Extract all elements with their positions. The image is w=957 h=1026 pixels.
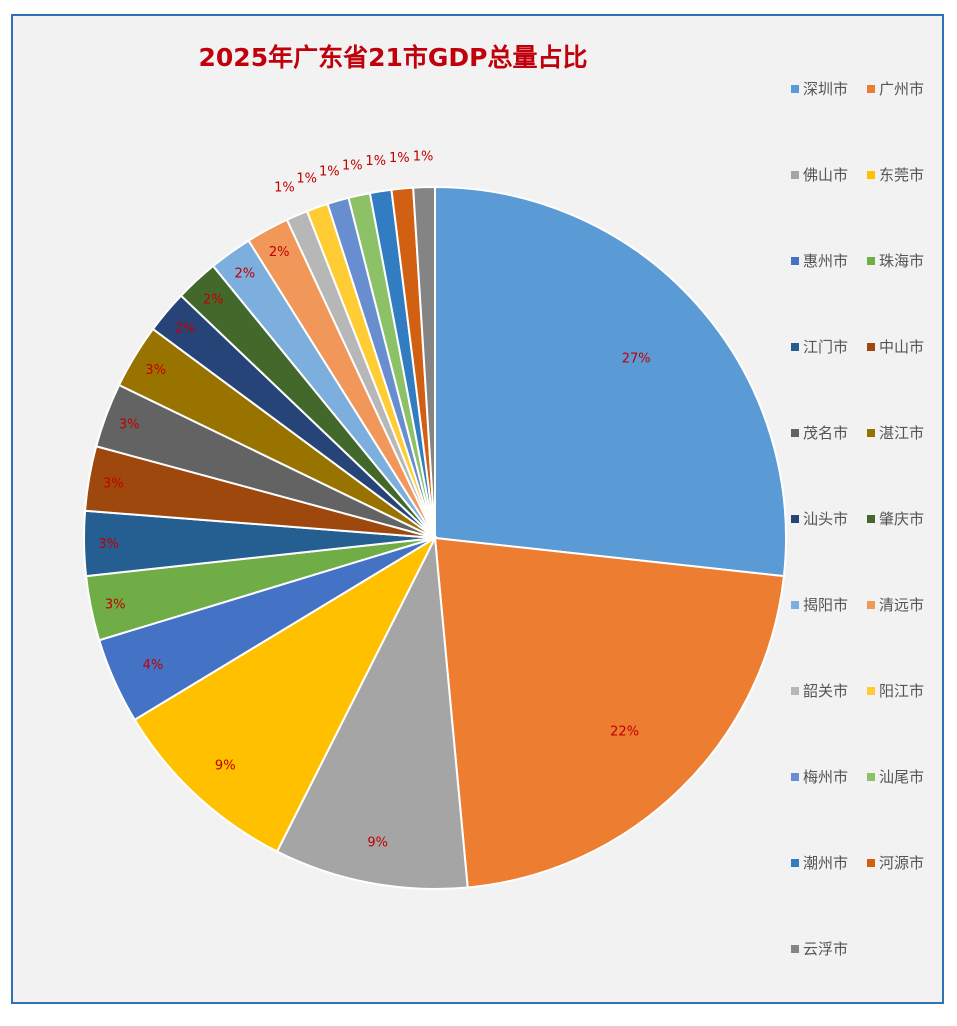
legend-swatch xyxy=(867,171,875,179)
legend-item: 茂名市 xyxy=(791,424,867,510)
legend-label: 云浮市 xyxy=(803,940,849,958)
legend-label: 揭阳市 xyxy=(803,596,849,614)
legend-item: 肇庆市 xyxy=(867,510,943,596)
data-label: 22% xyxy=(610,725,639,740)
data-label: 1% xyxy=(296,172,317,187)
legend-item: 佛山市 xyxy=(791,166,867,252)
legend-label: 惠州市 xyxy=(803,252,849,270)
legend-swatch xyxy=(791,773,799,781)
legend-item: 河源市 xyxy=(867,854,943,940)
legend-item: 韶关市 xyxy=(791,682,867,768)
chart-title: 2025年广东省21市GDP总量占比 xyxy=(198,43,588,72)
legend-swatch xyxy=(867,257,875,265)
legend-label: 中山市 xyxy=(879,338,925,356)
data-label: 2% xyxy=(175,322,196,337)
legend-label: 东莞市 xyxy=(879,166,925,184)
data-label: 1% xyxy=(274,180,295,195)
legend-swatch xyxy=(791,257,799,265)
legend-label: 阳江市 xyxy=(879,682,925,700)
legend-label: 茂名市 xyxy=(803,424,849,442)
legend-item: 云浮市 xyxy=(791,940,867,1026)
legend-label: 佛山市 xyxy=(803,166,849,184)
legend-swatch xyxy=(867,429,875,437)
legend-label: 汕尾市 xyxy=(879,768,925,786)
legend-swatch xyxy=(791,171,799,179)
legend-item: 东莞市 xyxy=(867,166,943,252)
data-label: 3% xyxy=(119,418,140,433)
data-label: 2% xyxy=(234,267,255,282)
legend-swatch xyxy=(791,859,799,867)
legend-item: 珠海市 xyxy=(867,252,943,338)
legend-swatch xyxy=(791,343,799,351)
chart-legend: 深圳市 广州市佛山市 东莞市惠州市 珠海市江门市 中山市茂名市 湛江市汕头市 肇庆市揭阳市 清… xyxy=(791,80,941,1026)
legend-label: 清远市 xyxy=(879,596,925,614)
legend-swatch xyxy=(867,859,875,867)
legend-label: 潮州市 xyxy=(803,854,849,872)
legend-item: 梅州市 xyxy=(791,768,867,854)
legend-item: 阳江市 xyxy=(867,682,943,768)
legend-item: 汕尾市 xyxy=(867,768,943,854)
legend-item: 广州市 xyxy=(867,80,943,166)
legend-swatch xyxy=(791,429,799,437)
legend-label: 湛江市 xyxy=(879,424,925,442)
legend-swatch xyxy=(867,773,875,781)
legend-swatch xyxy=(867,85,875,93)
data-label: 9% xyxy=(367,836,388,851)
data-label: 3% xyxy=(103,476,124,491)
pie-slice xyxy=(433,536,786,889)
data-label: 1% xyxy=(319,164,340,179)
legend-swatch xyxy=(791,515,799,523)
data-label: 1% xyxy=(413,150,434,165)
legend-item: 江门市 xyxy=(791,338,867,424)
legend-swatch xyxy=(867,601,875,609)
pie-slice xyxy=(133,535,438,853)
legend-label: 江门市 xyxy=(803,338,849,356)
data-label: 1% xyxy=(389,151,410,166)
legend-item: 深圳市 xyxy=(791,80,867,166)
legend-label: 梅州市 xyxy=(803,768,849,786)
legend-label: 深圳市 xyxy=(803,80,849,98)
legend-swatch xyxy=(867,687,875,695)
legend-swatch xyxy=(867,343,875,351)
legend-label: 肇庆市 xyxy=(879,510,925,528)
data-label: 1% xyxy=(365,154,386,169)
legend-swatch xyxy=(791,945,799,953)
legend-label: 汕头市 xyxy=(803,510,849,528)
data-label: 27% xyxy=(622,352,651,367)
legend-item: 湛江市 xyxy=(867,424,943,510)
legend-label: 珠海市 xyxy=(879,252,925,270)
legend-swatch xyxy=(791,687,799,695)
legend-item: 惠州市 xyxy=(791,252,867,338)
pie-slice xyxy=(412,185,436,539)
legend-label: 河源市 xyxy=(879,854,925,872)
data-label: 2% xyxy=(269,245,290,260)
legend-swatch xyxy=(791,85,799,93)
legend-swatch xyxy=(791,601,799,609)
data-label: 3% xyxy=(145,363,166,378)
data-label: 3% xyxy=(98,537,119,552)
legend-label: 韶关市 xyxy=(803,682,849,700)
pie-slice xyxy=(275,534,469,890)
data-label: 9% xyxy=(215,759,236,774)
data-label: 1% xyxy=(342,158,363,173)
pie-slice xyxy=(434,185,787,578)
legend-item: 中山市 xyxy=(867,338,943,424)
legend-item: 汕头市 xyxy=(791,510,867,596)
legend-item: 揭阳市 xyxy=(791,596,867,682)
legend-item: 清远市 xyxy=(867,596,943,682)
data-label: 4% xyxy=(143,658,164,673)
legend-swatch xyxy=(867,515,875,523)
data-label: 2% xyxy=(203,292,224,307)
data-label: 3% xyxy=(105,598,126,613)
legend-item: 潮州市 xyxy=(791,854,867,940)
legend-label: 广州市 xyxy=(879,80,925,98)
